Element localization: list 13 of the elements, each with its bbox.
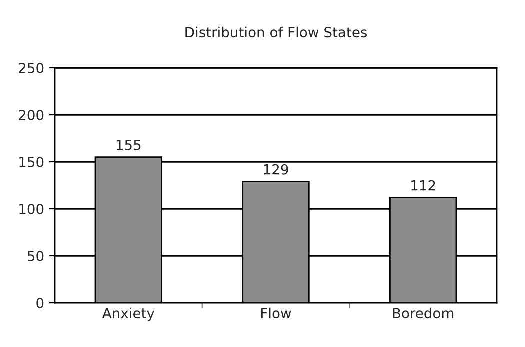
- y-tick-label: 150: [20, 156, 44, 168]
- data-label: 129: [264, 164, 288, 175]
- y-tick-label: 250: [19, 62, 44, 74]
- y-tick-label: 0: [36, 298, 44, 308]
- chart-title: Distribution of Flow States: [186, 26, 368, 38]
- x-tick-label: Boredom: [393, 308, 454, 319]
- data-label: 112: [412, 180, 436, 191]
- x-tick-label: Flow: [262, 308, 292, 319]
- y-tick-label: 200: [19, 110, 44, 120]
- x-tick-label: Anxiety: [102, 308, 155, 322]
- data-label: 155: [116, 140, 141, 150]
- y-tick-label: 50: [28, 250, 44, 262]
- y-tick-label: 100: [20, 204, 44, 214]
